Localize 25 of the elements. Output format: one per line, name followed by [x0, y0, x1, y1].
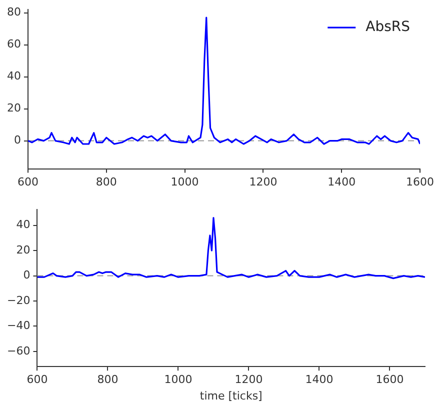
x-tick-label: 1000 [164, 373, 192, 386]
y-tick-label: −60 [6, 344, 30, 358]
x-tick-label: 1400 [328, 175, 356, 188]
legend-label: AbsRS [366, 19, 410, 36]
y-tick-label: −40 [6, 319, 30, 332]
x-tick-label: 800 [97, 373, 118, 386]
y-tick-label: 0 [14, 134, 21, 147]
y-tick-label: 40 [16, 218, 30, 232]
x-tick-label: 1000 [170, 175, 199, 188]
y-tick-label: 20 [6, 102, 21, 115]
y-tick-label: 80 [6, 6, 21, 19]
y-tick-label: 20 [16, 243, 30, 256]
y-tick-label: 40 [6, 70, 21, 83]
y-tick-label: 60 [6, 38, 21, 51]
y-tick-label: −20 [6, 294, 30, 307]
y-tick-label: 0 [23, 268, 30, 282]
x-tick-label: 1400 [305, 373, 334, 386]
x-tick-label: 600 [17, 175, 38, 188]
x-tick-label: 1200 [249, 175, 278, 188]
x-tick-label: 1600 [406, 175, 434, 188]
x-tick-label: 600 [26, 373, 48, 386]
x-tick-label: 800 [96, 175, 117, 188]
x-tick-label: 1200 [234, 373, 263, 386]
x-axis-title: time [ticks] [200, 389, 262, 402]
x-tick-label: 1600 [376, 373, 404, 386]
